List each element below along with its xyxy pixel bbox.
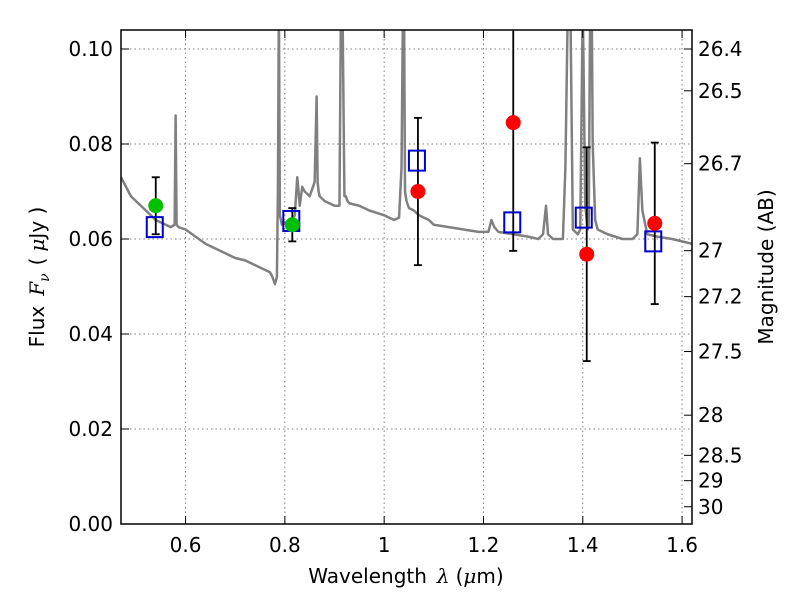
y-axis-label-unit-mu: μ (25, 239, 49, 252)
red-point-marker (647, 215, 663, 231)
axis-ticks: 0.6 0.8 1 1.2 1.4 1.6 0.00 0.02 0.04 0.06 0.08 0.10… (68, 30, 743, 557)
y-tick-label: 0.00 (68, 512, 113, 536)
model-box-marker (145, 216, 164, 239)
x-axis-label: Wavelength λ (μm) (308, 564, 503, 588)
red-point-marker (505, 115, 521, 131)
x-axis-label-prefix: Wavelength (308, 564, 427, 588)
model-box-marker (644, 230, 663, 253)
y-axis-label: Flux Fν ( μJy ) (25, 207, 53, 348)
y-tick-label: 0.02 (68, 417, 113, 441)
y-axis-label-symbol: F (25, 281, 49, 297)
mag-tick-label: 27 (698, 239, 723, 263)
x-axis-label-unit-rest: m) (476, 564, 503, 588)
y2-axis-label: Magnitude (AB) (754, 189, 778, 344)
red-point-marker (579, 246, 595, 262)
red-point-marker (410, 184, 426, 199)
mag-tick-label: 27.5 (698, 340, 743, 364)
y-tick-label: 0.08 (68, 132, 113, 156)
x-tick-label: 1.4 (567, 533, 599, 557)
x-tick-label: 1.2 (468, 533, 500, 557)
y-axis-label-subscript: ν (37, 273, 53, 282)
mag-tick-label: 28 (698, 403, 723, 427)
x-axis-label-unit-open: ( (456, 564, 464, 588)
model-spectrum-layer (121, 30, 692, 286)
model-box-marker (503, 211, 522, 234)
model-spectrum-line (121, 30, 692, 286)
model-box-marker (407, 149, 426, 172)
y-tick-label: 0.04 (68, 322, 113, 346)
x-axis-label-symbol: λ (436, 564, 450, 588)
y-axis-label-prefix: Flux (25, 306, 49, 348)
mag-tick-label: 26.4 (698, 37, 743, 61)
mag-tick-label: 30 (698, 495, 723, 519)
mag-tick-label: 28.5 (698, 443, 743, 467)
plot-frame (120, 29, 693, 525)
green-point-marker (148, 198, 164, 214)
mag-tick-label: 26.7 (698, 152, 743, 176)
mag-tick-label: 27.2 (698, 285, 743, 309)
y-axis-label-unit-open: ( (25, 258, 49, 266)
x-tick-label: 1.6 (666, 533, 698, 557)
markers-layer (145, 115, 663, 262)
x-tick-label: 0.8 (269, 533, 301, 557)
y-axis-label-unit-rest: Jy ) (25, 207, 49, 241)
y-tick-label: 0.10 (68, 37, 113, 61)
model-box-marker (574, 206, 593, 229)
x-tick-label: 1 (378, 533, 391, 557)
plot-background (121, 30, 692, 524)
y-tick-label: 0.06 (68, 227, 113, 251)
x-axis-label-unit-mu: μ (463, 564, 476, 588)
mag-tick-label: 26.5 (698, 79, 743, 103)
green-point-marker (284, 217, 300, 233)
mag-tick-label: 29 (698, 469, 723, 493)
x-tick-label: 0.6 (170, 533, 202, 557)
